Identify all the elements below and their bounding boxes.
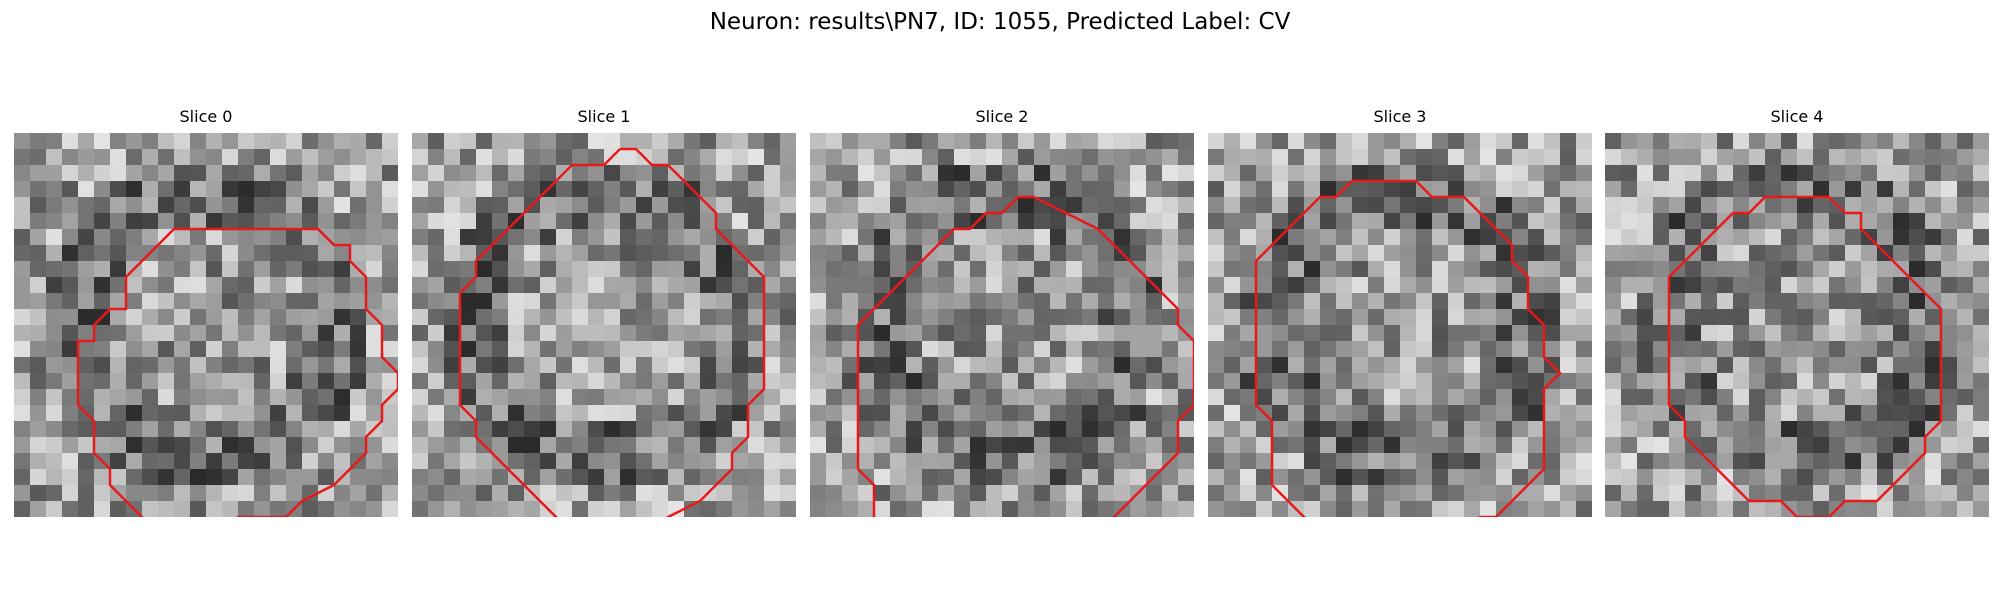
panel-title-slice-4: Slice 4	[1770, 107, 1824, 126]
segmentation-contour	[1667, 195, 1943, 517]
pixel-grid	[810, 133, 1194, 517]
panel-title-slice-1: Slice 1	[577, 107, 631, 126]
pixel-grid	[1208, 133, 1592, 517]
panel-title-slice-3: Slice 3	[1373, 107, 1427, 126]
segmentation-contour	[76, 227, 398, 517]
slice-image-3	[1208, 133, 1592, 517]
slice-image-2	[810, 133, 1194, 517]
pixel-grid	[1605, 133, 1989, 517]
slice-image-4	[1605, 133, 1989, 517]
slice-image-0	[14, 133, 398, 517]
pixel-grid	[14, 133, 398, 517]
segmentation-contour	[1254, 179, 1562, 517]
figure-title: Neuron: results\PN7, ID: 1055, Predicted…	[709, 9, 1291, 35]
panel-title-slice-2: Slice 2	[975, 107, 1029, 126]
segmentation-contour	[458, 147, 766, 517]
pixel-grid	[412, 133, 796, 517]
slice-image-1	[412, 133, 796, 517]
panel-title-slice-0: Slice 0	[179, 107, 233, 126]
segmentation-contour	[856, 195, 1194, 517]
